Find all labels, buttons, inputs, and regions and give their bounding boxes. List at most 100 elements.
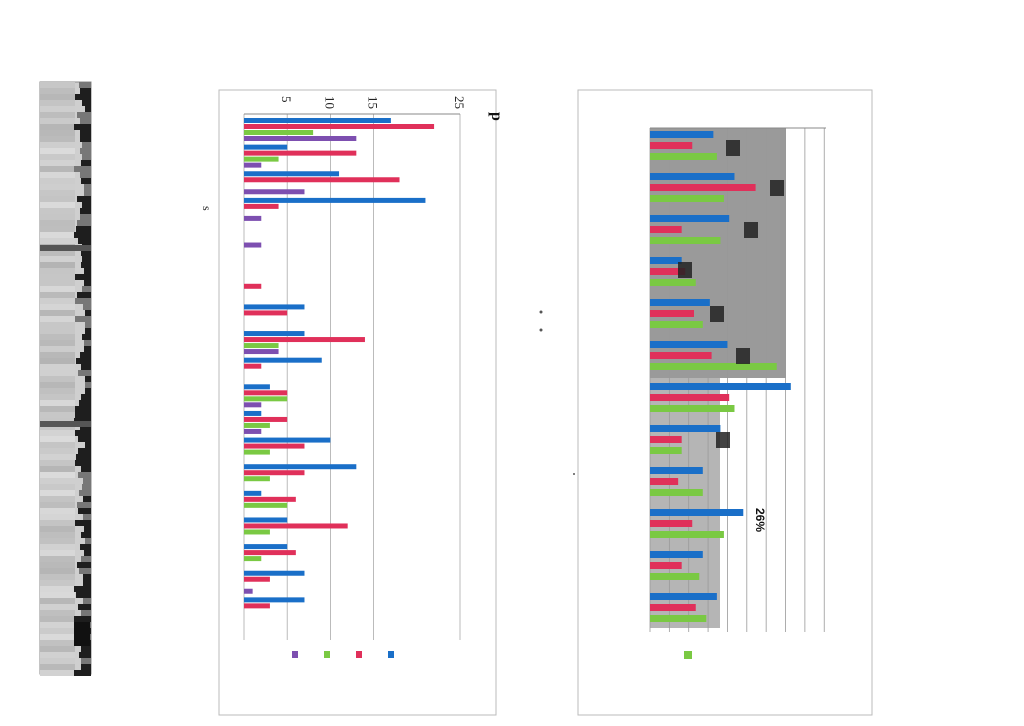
left-strip-dark-cell <box>78 238 91 244</box>
left-strip-band <box>40 112 75 118</box>
left-strip-band <box>40 496 75 502</box>
left-strip-band <box>40 142 75 148</box>
left-strip-band <box>40 634 75 640</box>
left-strip-dark-cell <box>81 262 91 268</box>
left-strip-band <box>40 274 75 280</box>
left-strip-band <box>40 388 75 394</box>
left-strip-dark-cell <box>80 172 91 178</box>
chart-right-bar <box>650 226 682 233</box>
left-strip-band <box>40 190 75 196</box>
left-strip-dark-cell <box>82 154 91 160</box>
chart-middle-bar <box>244 136 357 141</box>
left-strip-band <box>40 214 75 220</box>
chart-middle-bar <box>244 283 262 289</box>
left-strip-dark-cell <box>79 490 91 496</box>
left-strip-dark-cell <box>78 508 91 514</box>
left-strip-band <box>40 520 75 526</box>
left-strip-band <box>40 322 75 328</box>
left-strip-band <box>40 94 75 100</box>
left-strip-band <box>40 616 75 622</box>
left-strip-dark-cell <box>82 256 91 262</box>
chart-middle-axis-letter: p <box>488 112 505 121</box>
left-strip-dark-cell <box>81 250 91 256</box>
left-strip-band <box>40 196 75 202</box>
left-strip-band <box>40 292 75 298</box>
chart-middle-side-letter: s <box>200 206 214 211</box>
left-strip-dark-cell <box>74 232 91 238</box>
left-strip-dark-cell <box>84 526 91 532</box>
left-strip-dark-cell <box>78 604 91 610</box>
left-strip-band <box>40 406 75 412</box>
left-strip-dark-cell <box>84 340 91 346</box>
left-strip-dark-cell <box>81 556 91 562</box>
left-strip-dark-cell <box>84 190 91 196</box>
chart-right-bar <box>650 299 710 306</box>
left-strip-dark-cell <box>77 220 91 226</box>
left-strip-band <box>40 394 75 400</box>
left-strip-dark-cell <box>78 472 91 478</box>
left-strip-band <box>40 118 75 124</box>
left-strip-band <box>40 586 75 592</box>
chart-middle-bar <box>244 464 357 470</box>
left-strip-band <box>40 208 75 214</box>
left-strip-dark-cell <box>75 412 91 418</box>
left-strip-band <box>40 250 75 256</box>
left-strip-dark-cell <box>84 280 91 286</box>
left-strip-band <box>40 436 75 442</box>
left-strip-dark-cell <box>75 460 91 466</box>
chart-right: 26% % <box>577 89 873 716</box>
chart-middle-bar <box>244 556 262 562</box>
chart-right-shade <box>650 128 786 378</box>
left-strip-band <box>40 430 75 436</box>
left-strip-dark-cell <box>76 592 91 598</box>
chart-middle-bar <box>244 304 305 310</box>
left-strip-dark-cell <box>77 502 91 508</box>
left-strip-band <box>40 286 75 292</box>
chart-right-bar <box>650 153 717 160</box>
chart-middle-bar <box>244 517 288 523</box>
left-strip-dark-cell <box>84 346 91 352</box>
chart-right-scan-blotch <box>744 222 758 238</box>
chart-right-bar <box>650 195 724 202</box>
left-strip-band <box>40 640 75 646</box>
chart-right-bar <box>650 383 791 390</box>
left-strip-band <box>40 166 75 172</box>
chart-middle-bar <box>244 171 340 177</box>
chart-right-bar <box>650 520 693 527</box>
chart-right-bar <box>650 257 682 264</box>
left-strip-band <box>40 304 75 310</box>
chart-right-bar <box>650 215 730 222</box>
chart-right-scan-blotch <box>678 262 692 278</box>
left-strip-dark-cell <box>85 106 91 112</box>
chart-right-bar <box>650 405 735 412</box>
left-strip-dark-cell <box>82 334 91 340</box>
chart-right-bar <box>650 467 703 474</box>
left-strip-dark-cell <box>83 478 91 484</box>
chart-middle-bar <box>244 449 270 455</box>
left-strip-dark-cell <box>80 214 91 220</box>
left-strip-band <box>40 130 75 136</box>
chart-right-bar <box>650 615 707 622</box>
chart-middle-bar <box>244 144 288 150</box>
left-strip-dark-cell <box>80 136 91 142</box>
chart-right-legend-swatch <box>684 651 692 659</box>
chart-middle-bar <box>244 544 288 550</box>
left-strip-band <box>40 604 75 610</box>
chart-right-bar <box>650 173 735 180</box>
chart-right-bar <box>650 142 693 149</box>
chart-right-bar <box>650 321 703 328</box>
left-strip-band <box>40 400 75 406</box>
left-strip-dark-cell <box>85 376 91 382</box>
left-strip-band <box>40 232 75 238</box>
chart-middle-bar <box>244 550 296 556</box>
left-strip-dark-cell <box>78 448 91 454</box>
left-strip-dark-cell <box>85 388 91 394</box>
chart-right-bar <box>650 489 703 496</box>
chart-right-bar <box>650 447 682 454</box>
left-strip-band <box>40 598 75 604</box>
left-strip-dark-cell <box>81 664 91 670</box>
left-strip-band <box>40 670 75 676</box>
left-strip-band <box>40 124 75 130</box>
chart-middle-bar <box>244 390 288 396</box>
